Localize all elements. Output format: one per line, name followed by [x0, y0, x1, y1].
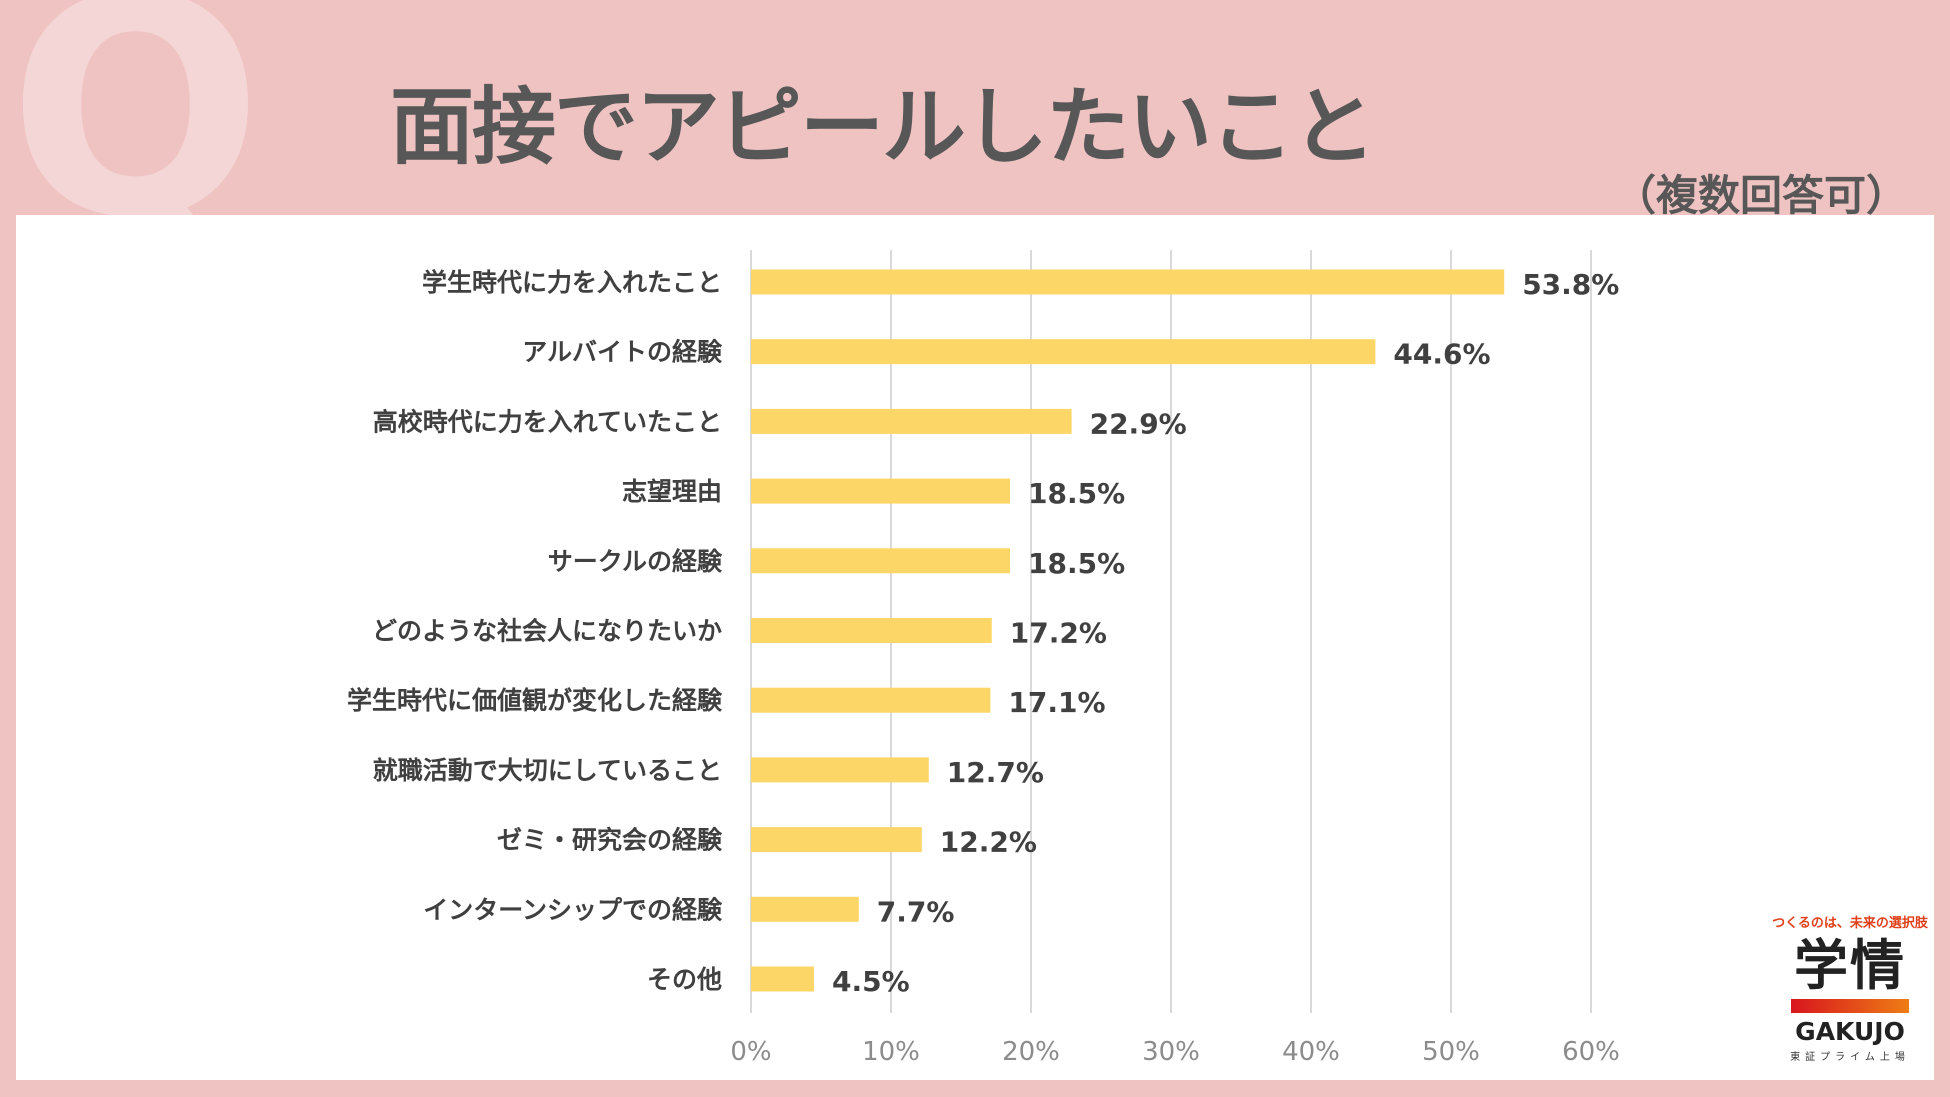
x-tick-label: 40%: [1282, 1037, 1340, 1067]
category-label: サークルの経験: [548, 547, 723, 576]
data-label: 44.6%: [1393, 338, 1490, 371]
page-subtitle: （複数回答可）: [1613, 171, 1908, 220]
logo-name-jp: 学情: [1794, 934, 1906, 997]
data-label: 4.5%: [832, 965, 910, 998]
data-label: 22.9%: [1090, 407, 1187, 440]
category-label: 学生時代に価値観が変化した経験: [347, 686, 723, 715]
bar: [751, 339, 1376, 365]
x-tick-label: 20%: [1002, 1037, 1060, 1067]
x-tick-label: 0%: [730, 1037, 771, 1067]
bar: [751, 827, 922, 853]
gakujo-logo: つくるのは、未来の選択肢 学情 GAKUJO 東証プライム上場: [1755, 912, 1945, 1063]
logo-gradient-bar: [1791, 999, 1909, 1013]
data-label: 18.5%: [1028, 477, 1125, 510]
logo-listing: 東証プライム上場: [1790, 1052, 1910, 1063]
category-label: 就職活動で大切にしていること: [373, 756, 722, 785]
bar: [751, 687, 991, 713]
bar: [751, 548, 1010, 574]
category-label: どのような社会人になりたいか: [372, 617, 722, 646]
category-label: 志望理由: [622, 477, 722, 506]
x-tick-label: 30%: [1142, 1037, 1200, 1067]
data-label: 12.7%: [947, 756, 1044, 789]
bar: [751, 478, 1010, 504]
data-label: 7.7%: [877, 895, 955, 928]
logo-name-en: GAKUJO: [1795, 1017, 1905, 1046]
x-tick-label: 10%: [862, 1037, 920, 1067]
category-label: その他: [647, 965, 722, 994]
bar: [751, 757, 929, 783]
page-title: 面接でアピールしたいこと: [390, 78, 1376, 176]
category-label: ゼミ・研究会の経験: [497, 826, 723, 855]
data-label: 53.8%: [1522, 268, 1619, 301]
logo-tagline: つくるのは、未来の選択肢: [1772, 916, 1928, 931]
bar: [751, 896, 859, 922]
x-tick-label: 50%: [1422, 1037, 1480, 1067]
category-label: アルバイトの経験: [522, 338, 723, 367]
bar: [751, 408, 1072, 434]
bar: [751, 618, 992, 643]
data-label: 18.5%: [1028, 547, 1125, 580]
data-label: 17.1%: [1008, 686, 1105, 719]
category-label: インターンシップでの経験: [423, 895, 723, 924]
data-label: 17.2%: [1010, 617, 1107, 650]
category-label: 高校時代に力を入れていたこと: [373, 407, 722, 436]
category-label: 学生時代に力を入れたこと: [422, 268, 722, 297]
x-tick-label: 60%: [1562, 1037, 1620, 1067]
bar: [751, 269, 1505, 295]
bar: [751, 966, 814, 992]
data-label: 12.2%: [940, 826, 1037, 859]
